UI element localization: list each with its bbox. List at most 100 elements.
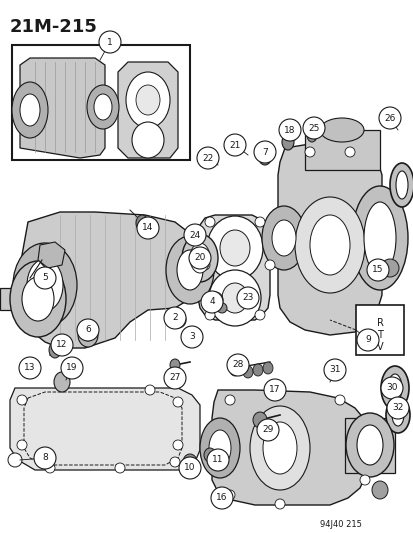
Ellipse shape [309, 215, 349, 275]
Ellipse shape [274, 499, 284, 509]
Ellipse shape [214, 488, 228, 502]
Text: T: T [376, 330, 382, 340]
Text: 16: 16 [216, 494, 227, 503]
Circle shape [366, 259, 388, 281]
Ellipse shape [94, 94, 112, 120]
Text: 23: 23 [242, 294, 253, 303]
Circle shape [178, 457, 201, 479]
Text: 6: 6 [85, 326, 91, 335]
Ellipse shape [177, 250, 202, 290]
Text: 32: 32 [392, 403, 403, 413]
Circle shape [19, 357, 41, 379]
Circle shape [61, 357, 83, 379]
Ellipse shape [54, 372, 70, 392]
Text: 21: 21 [229, 141, 240, 149]
Ellipse shape [254, 310, 264, 320]
Ellipse shape [136, 215, 147, 231]
Ellipse shape [199, 260, 209, 270]
Text: 2: 2 [172, 313, 177, 322]
Ellipse shape [199, 418, 240, 478]
Circle shape [226, 354, 248, 376]
Polygon shape [10, 388, 199, 470]
Ellipse shape [10, 261, 66, 337]
Circle shape [77, 319, 99, 341]
Ellipse shape [45, 463, 55, 473]
Polygon shape [118, 62, 178, 158]
Text: 25: 25 [308, 124, 319, 133]
Ellipse shape [173, 397, 183, 407]
Ellipse shape [206, 216, 262, 280]
Ellipse shape [27, 259, 63, 311]
Circle shape [164, 307, 185, 329]
Ellipse shape [206, 292, 223, 308]
Ellipse shape [319, 118, 363, 142]
Ellipse shape [166, 236, 214, 304]
Ellipse shape [262, 422, 296, 474]
Ellipse shape [249, 406, 309, 490]
Ellipse shape [356, 425, 382, 465]
Ellipse shape [183, 454, 197, 470]
Circle shape [164, 367, 185, 389]
Ellipse shape [173, 440, 183, 450]
Text: 4: 4 [209, 297, 214, 306]
Circle shape [180, 326, 202, 348]
Text: 94J40 215: 94J40 215 [319, 520, 361, 529]
Circle shape [211, 487, 233, 509]
Ellipse shape [182, 234, 218, 282]
Ellipse shape [389, 163, 413, 207]
Ellipse shape [188, 328, 202, 342]
Ellipse shape [209, 430, 230, 466]
Circle shape [302, 117, 324, 139]
Ellipse shape [254, 217, 264, 227]
Ellipse shape [170, 312, 185, 328]
Bar [12, 45, 190, 160]
Bar [344, 418, 394, 473]
Ellipse shape [204, 310, 214, 320]
Ellipse shape [242, 366, 252, 378]
Bar [304, 130, 379, 170]
Ellipse shape [385, 397, 409, 433]
Ellipse shape [17, 440, 27, 450]
Ellipse shape [78, 323, 98, 347]
Ellipse shape [261, 206, 305, 270]
Circle shape [386, 397, 408, 419]
Polygon shape [22, 212, 195, 348]
Ellipse shape [391, 404, 403, 426]
Text: 14: 14 [142, 223, 153, 232]
Polygon shape [211, 390, 367, 505]
Polygon shape [20, 58, 105, 158]
Text: 13: 13 [24, 364, 36, 373]
Ellipse shape [170, 359, 180, 371]
Circle shape [323, 359, 345, 381]
Circle shape [189, 247, 211, 269]
Text: 17: 17 [268, 385, 280, 394]
Circle shape [34, 447, 56, 469]
Circle shape [51, 334, 73, 356]
Ellipse shape [224, 490, 235, 500]
Circle shape [183, 224, 206, 246]
Circle shape [206, 449, 228, 471]
Circle shape [278, 119, 300, 141]
Ellipse shape [145, 385, 154, 395]
Ellipse shape [262, 362, 272, 374]
Text: 3: 3 [189, 333, 195, 342]
Bar [355, 305, 403, 355]
Circle shape [378, 107, 400, 129]
Ellipse shape [363, 202, 395, 274]
Text: 18: 18 [284, 125, 295, 134]
Text: 1: 1 [107, 37, 113, 46]
Polygon shape [197, 215, 269, 320]
Text: 10: 10 [184, 464, 195, 472]
Circle shape [254, 141, 275, 163]
Ellipse shape [20, 94, 40, 126]
Text: 28: 28 [232, 360, 243, 369]
Ellipse shape [264, 260, 274, 270]
Ellipse shape [216, 303, 226, 313]
Text: 15: 15 [371, 265, 383, 274]
Circle shape [380, 377, 402, 399]
Text: 21M-215: 21M-215 [10, 18, 97, 36]
Ellipse shape [49, 342, 61, 358]
Text: 11: 11 [212, 456, 223, 464]
Ellipse shape [13, 243, 77, 327]
Ellipse shape [8, 453, 22, 467]
